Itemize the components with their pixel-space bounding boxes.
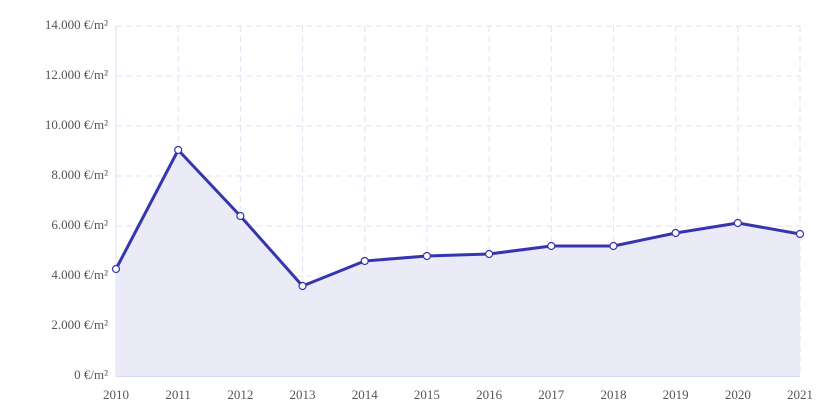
y-tick-label: 10.000 €/m² xyxy=(45,117,108,132)
y-tick-label: 14.000 €/m² xyxy=(45,17,108,32)
y-tick-label: 8.000 €/m² xyxy=(51,167,108,182)
x-tick-label: 2014 xyxy=(352,387,379,402)
x-tick-label: 2015 xyxy=(414,387,440,402)
x-tick-label: 2019 xyxy=(663,387,689,402)
x-tick-label: 2010 xyxy=(103,387,129,402)
line xyxy=(114,148,801,288)
y-tick-label: 4.000 €/m² xyxy=(51,267,108,282)
x-tick-label: 2020 xyxy=(725,387,751,402)
x-tick-label: 2016 xyxy=(476,387,503,402)
y-tick-label: 12.000 €/m² xyxy=(45,67,108,82)
point xyxy=(236,211,245,221)
point xyxy=(174,145,183,155)
point xyxy=(795,229,805,239)
x-tick-label: 2013 xyxy=(290,387,316,402)
point xyxy=(484,249,494,259)
x-tick-label: 2012 xyxy=(227,387,253,402)
point xyxy=(298,281,307,291)
point xyxy=(733,218,742,228)
y-tick-label: 6.000 €/m² xyxy=(51,217,108,232)
y-tick-label: 2.000 €/m² xyxy=(51,317,108,332)
point xyxy=(547,241,556,251)
x-tick-label: 2021 xyxy=(787,387,813,402)
point xyxy=(360,256,369,266)
x-tick-label: 2018 xyxy=(600,387,626,402)
point xyxy=(609,241,618,251)
point xyxy=(422,251,432,261)
point xyxy=(111,264,121,274)
area xyxy=(116,150,800,376)
point xyxy=(671,228,680,238)
y-tick-label: 0 €/m² xyxy=(74,367,108,382)
x-tick-label: 2011 xyxy=(165,387,191,402)
x-tick-label: 2017 xyxy=(538,387,565,402)
